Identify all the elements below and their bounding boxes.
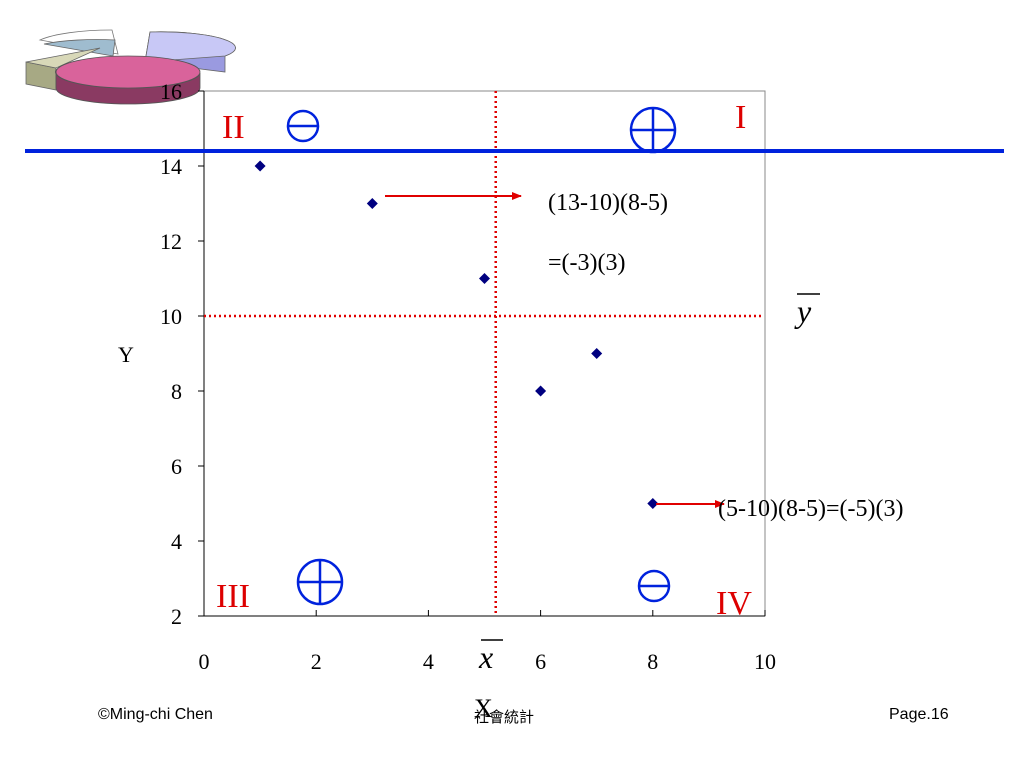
- y-ticks: 2 4 6 8 10 12 14 16: [160, 79, 204, 629]
- quadrant-label: I: [735, 99, 746, 136]
- y-tick-label: 10: [160, 304, 182, 329]
- x-axis-label: X: [474, 694, 493, 723]
- annotation-2: (5-10)(8-5)=(-5)(3): [718, 496, 903, 522]
- negative-sign-icon: [637, 569, 671, 603]
- y-mean-label: y: [794, 293, 820, 329]
- data-point: [254, 160, 266, 172]
- plot-area: [203, 90, 766, 617]
- y-tick-label: 2: [171, 604, 182, 629]
- x-mean-label: x: [478, 639, 503, 675]
- data-point: [591, 348, 603, 359]
- svg-text:x: x: [478, 639, 493, 675]
- data-point: [535, 385, 547, 397]
- data-point: [647, 498, 659, 509]
- y-axis-label: Y: [118, 342, 134, 367]
- annotation-1-line2: =(-3)(3): [548, 250, 626, 276]
- pie-chart-icon: [25, 29, 236, 105]
- x-ticks: 0 2 4 6 8 10: [199, 610, 776, 674]
- y-tick-label: 14: [160, 154, 182, 179]
- negative-sign-icon: [286, 109, 320, 143]
- data-points: [254, 160, 659, 509]
- quadrant-label: II: [222, 109, 245, 146]
- svg-text:y: y: [794, 293, 812, 329]
- x-tick-label: 10: [754, 649, 776, 674]
- data-point: [479, 273, 490, 284]
- y-tick-label: 8: [171, 379, 182, 404]
- y-tick-label: 16: [160, 79, 182, 104]
- positive-sign-icon: [629, 106, 677, 154]
- data-point: [366, 198, 378, 209]
- quadrant-label: III: [216, 578, 250, 615]
- x-tick-label: 6: [535, 649, 546, 674]
- x-tick-label: 0: [199, 649, 210, 674]
- y-tick-label: 6: [171, 454, 182, 479]
- annotation-1-line1: (13-10)(8-5): [548, 190, 668, 216]
- x-tick-label: 2: [311, 649, 322, 674]
- footer-copyright: ©Ming-chi Chen: [98, 706, 213, 723]
- x-tick-label: 8: [647, 649, 658, 674]
- footer-course-title: 社會統計: [474, 708, 535, 726]
- x-tick-label: 4: [423, 649, 434, 674]
- quadrant-label: IV: [716, 585, 752, 622]
- footer-page-number: Page.16: [889, 706, 949, 723]
- y-tick-label: 4: [171, 529, 182, 554]
- y-tick-label: 12: [160, 229, 182, 254]
- positive-sign-icon: [296, 558, 344, 606]
